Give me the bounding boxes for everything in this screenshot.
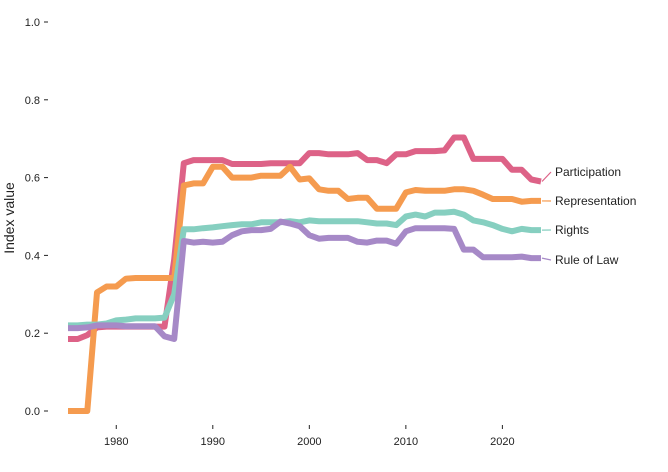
- x-tick-label: 2020: [490, 436, 514, 448]
- x-tick-label: 2000: [297, 436, 321, 448]
- y-axis: 0.0 0.2 0.4 0.6 0.8 1.0: [25, 17, 48, 418]
- x-tick-label: 1990: [201, 436, 225, 448]
- series-leader-participation: [541, 171, 552, 182]
- y-tick-label: 0.4: [25, 250, 40, 262]
- series-line-rule-of-law: [68, 218, 541, 342]
- x-tick-label: 2010: [394, 436, 418, 448]
- y-tick-label: 0.2: [25, 328, 40, 340]
- y-tick-label: 0.8: [25, 95, 40, 107]
- series-label-layer: Participation Representation Rights Rule of…: [541, 165, 636, 267]
- y-tick-label: 0.6: [25, 173, 40, 185]
- y-axis-title: Index value: [1, 182, 17, 254]
- y-tick-label: 0.0: [25, 406, 40, 418]
- series-line-participation: [68, 134, 542, 342]
- y-tick-label: 1.0: [25, 17, 40, 29]
- series-leader-rule-of-law: [541, 257, 552, 261]
- series-label-rights: Rights: [555, 223, 589, 237]
- x-tick-label: 1980: [104, 436, 128, 448]
- x-axis: 1980 1990 2000 2010 2020: [104, 425, 515, 448]
- series-label-representation: Representation: [555, 194, 636, 208]
- series-label-rule-of-law: Rule of Law: [555, 253, 619, 267]
- series-layer: [68, 134, 542, 414]
- series-line-representation: [68, 163, 541, 414]
- series-label-participation: Participation: [555, 165, 621, 179]
- series-line-rights: [68, 208, 541, 329]
